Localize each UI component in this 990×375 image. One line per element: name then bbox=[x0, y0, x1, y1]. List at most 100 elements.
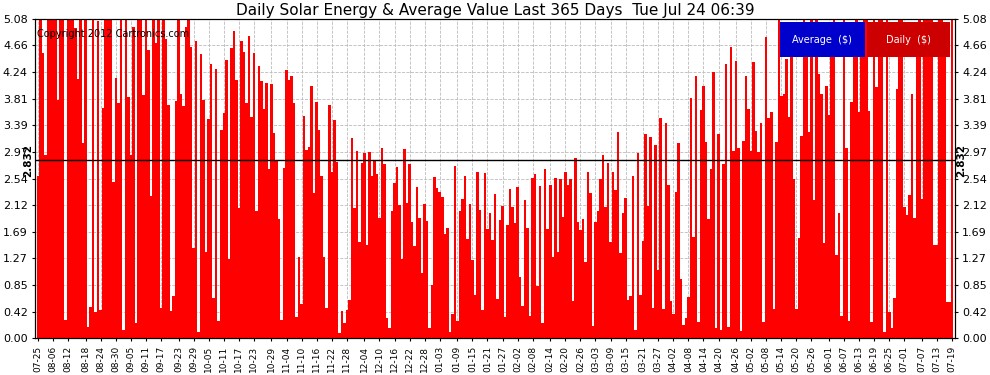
Bar bbox=[609, 242, 612, 338]
Bar bbox=[511, 207, 514, 338]
Bar bbox=[72, 19, 74, 338]
Bar bbox=[760, 123, 762, 338]
Bar bbox=[818, 74, 821, 338]
Bar bbox=[230, 48, 233, 338]
Bar bbox=[360, 163, 363, 338]
Bar bbox=[303, 116, 305, 338]
Bar bbox=[308, 147, 311, 338]
Bar bbox=[358, 242, 360, 338]
Bar bbox=[868, 111, 870, 338]
Bar bbox=[175, 101, 177, 338]
Bar bbox=[272, 134, 275, 338]
Bar bbox=[265, 83, 267, 338]
Bar bbox=[288, 80, 290, 338]
Bar bbox=[632, 176, 635, 338]
Bar bbox=[921, 199, 924, 338]
Bar bbox=[509, 189, 511, 338]
Bar bbox=[157, 19, 159, 338]
Bar bbox=[718, 134, 720, 338]
Bar bbox=[94, 312, 97, 338]
Bar bbox=[637, 153, 640, 338]
Bar bbox=[823, 243, 826, 338]
Bar bbox=[431, 285, 434, 338]
Bar bbox=[54, 19, 56, 338]
Bar bbox=[901, 19, 903, 338]
Bar bbox=[934, 245, 936, 338]
Bar bbox=[738, 148, 740, 338]
Bar bbox=[551, 257, 554, 338]
Title: Daily Solar Energy & Average Value Last 365 Days  Tue Jul 24 06:39: Daily Solar Energy & Average Value Last … bbox=[236, 3, 754, 18]
Bar bbox=[883, 332, 885, 338]
Bar bbox=[532, 178, 534, 338]
Bar bbox=[40, 19, 42, 338]
Bar bbox=[365, 245, 368, 338]
Bar bbox=[64, 320, 66, 338]
Bar bbox=[646, 206, 649, 338]
Bar bbox=[293, 103, 295, 338]
Bar bbox=[863, 19, 865, 338]
Bar bbox=[549, 185, 551, 338]
Bar bbox=[456, 321, 458, 338]
Bar bbox=[213, 298, 215, 338]
Bar bbox=[880, 19, 883, 338]
Bar bbox=[105, 19, 107, 338]
Bar bbox=[940, 19, 943, 338]
Bar bbox=[926, 19, 929, 338]
Bar bbox=[50, 19, 51, 338]
Bar bbox=[424, 204, 426, 338]
Bar bbox=[408, 164, 411, 338]
Bar bbox=[852, 55, 855, 338]
Bar bbox=[826, 86, 828, 338]
Bar bbox=[205, 252, 208, 338]
Bar bbox=[149, 196, 152, 338]
Bar bbox=[238, 208, 241, 338]
Bar bbox=[579, 230, 582, 338]
Bar bbox=[311, 87, 313, 338]
Bar bbox=[99, 310, 102, 338]
Bar bbox=[241, 41, 243, 338]
Bar bbox=[148, 50, 149, 338]
Bar bbox=[419, 217, 421, 338]
Bar bbox=[589, 194, 592, 338]
Bar bbox=[180, 94, 182, 338]
Bar bbox=[172, 296, 175, 338]
Bar bbox=[733, 152, 735, 338]
Bar bbox=[47, 19, 50, 338]
Bar bbox=[363, 153, 365, 338]
Bar bbox=[836, 255, 838, 338]
Bar bbox=[112, 182, 115, 338]
Bar bbox=[378, 219, 381, 338]
Bar bbox=[190, 47, 192, 338]
Bar bbox=[755, 131, 757, 338]
Bar bbox=[803, 19, 805, 338]
Bar bbox=[592, 326, 594, 338]
Bar bbox=[945, 303, 948, 338]
Bar bbox=[89, 308, 92, 338]
Bar bbox=[473, 296, 476, 338]
Bar bbox=[414, 246, 416, 338]
Bar bbox=[847, 321, 850, 338]
Bar bbox=[808, 132, 810, 338]
Bar bbox=[841, 316, 842, 338]
Bar bbox=[679, 279, 682, 338]
Bar bbox=[950, 19, 953, 338]
Bar bbox=[604, 207, 607, 338]
Bar bbox=[481, 310, 484, 338]
Bar bbox=[451, 314, 453, 338]
Bar bbox=[381, 148, 383, 338]
Bar bbox=[685, 318, 687, 338]
Bar bbox=[725, 64, 728, 338]
Bar bbox=[79, 19, 82, 338]
Bar bbox=[429, 328, 431, 338]
Bar bbox=[735, 61, 738, 338]
Bar bbox=[341, 310, 344, 338]
Bar bbox=[614, 190, 617, 338]
Bar bbox=[793, 180, 795, 338]
Bar bbox=[893, 298, 896, 338]
Bar bbox=[51, 19, 54, 338]
Bar bbox=[813, 200, 815, 338]
Bar bbox=[602, 155, 604, 338]
Bar bbox=[177, 19, 180, 338]
Bar bbox=[640, 296, 642, 338]
Bar bbox=[649, 137, 652, 338]
